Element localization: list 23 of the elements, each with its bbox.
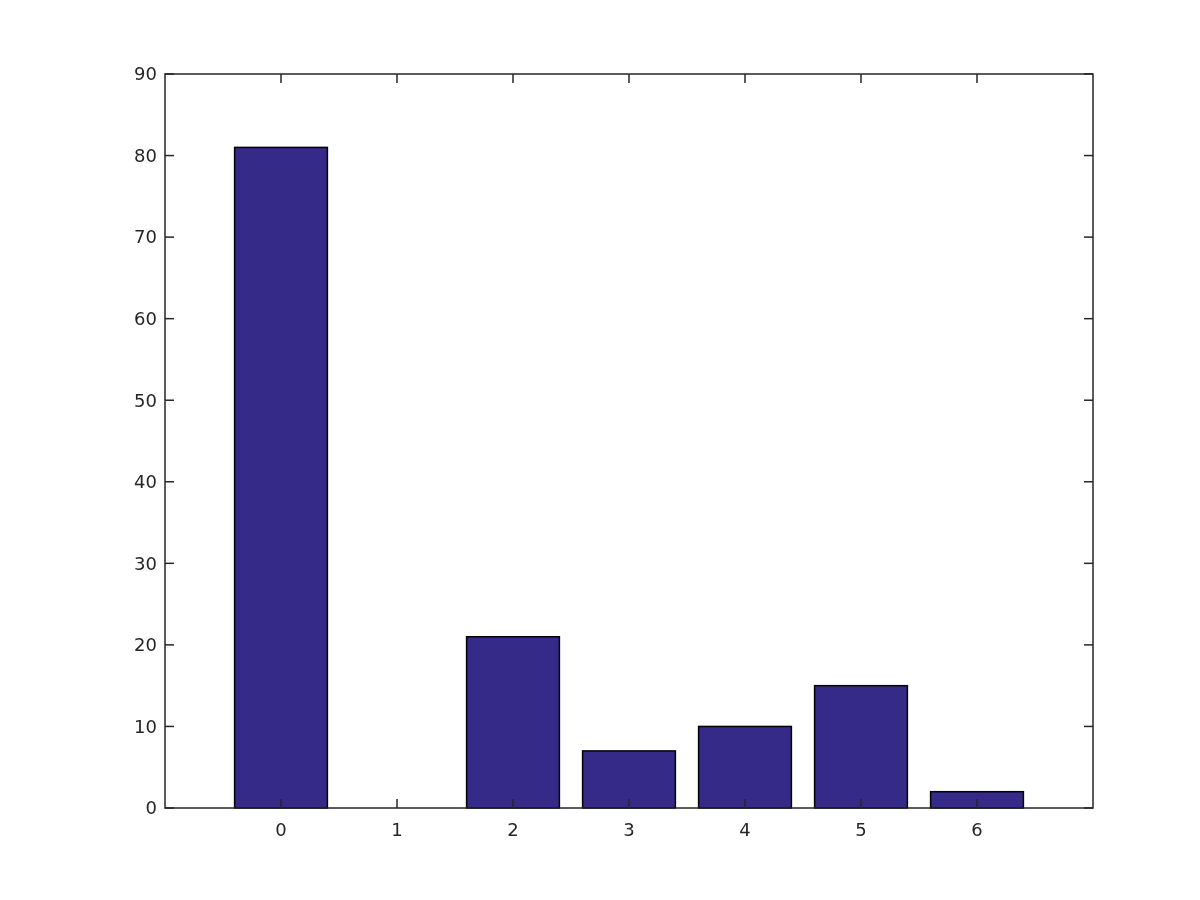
y-tick-label: 10 <box>134 715 157 737</box>
y-tick-label: 40 <box>134 471 157 493</box>
y-tick-label: 80 <box>134 144 157 166</box>
y-tick-label: 0 <box>145 797 157 819</box>
bar <box>233 146 329 809</box>
x-tick-label: 1 <box>391 819 403 840</box>
x-tick-label: 4 <box>739 819 751 840</box>
bar <box>697 725 793 809</box>
x-tick-label: 3 <box>623 819 635 840</box>
x-tick-label: 2 <box>507 819 519 840</box>
x-tick-label: 6 <box>971 819 983 840</box>
y-tick-label: 50 <box>134 389 157 411</box>
y-tick-label: 60 <box>134 307 157 329</box>
bar <box>581 750 677 809</box>
y-tick-label: 70 <box>134 226 157 248</box>
bar <box>465 635 561 809</box>
y-tick-label: 30 <box>134 552 157 574</box>
bar <box>813 684 909 809</box>
x-tick-label: 0 <box>275 819 287 840</box>
x-tick-label: 5 <box>855 819 867 840</box>
y-tick-label: 90 <box>134 63 157 85</box>
y-tick-label: 20 <box>134 634 157 656</box>
bar <box>929 790 1025 809</box>
